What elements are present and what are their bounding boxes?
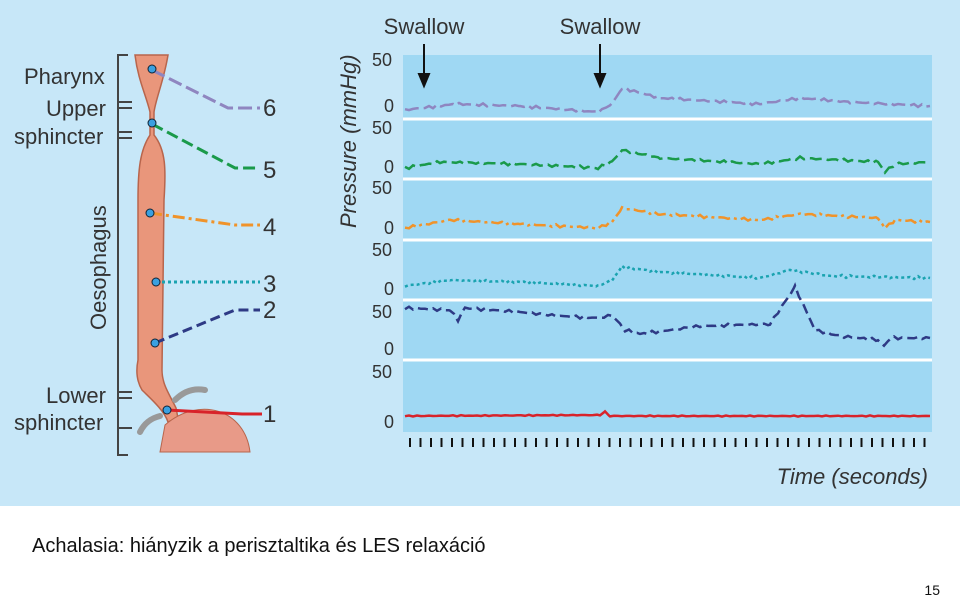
channel-number: 2 xyxy=(263,297,276,324)
trace-area xyxy=(403,55,932,432)
pressure-trace xyxy=(404,264,931,288)
pressure-trace xyxy=(404,148,931,175)
tick-label: 0 xyxy=(384,412,394,432)
channel-number: 1 xyxy=(263,401,276,428)
tick-label: 50 xyxy=(372,118,392,138)
label-upper: Upper xyxy=(46,96,106,121)
label-pharynx: Pharynx xyxy=(24,64,105,89)
pressure-trace xyxy=(404,409,931,418)
tick-label: 0 xyxy=(384,96,394,116)
swallow-label: Swallow xyxy=(384,14,465,39)
tick-label: 50 xyxy=(372,302,392,322)
label-lower: sphincter xyxy=(14,410,103,435)
tick-label: 50 xyxy=(372,50,392,70)
channel-number: 6 xyxy=(263,95,276,122)
swallow-label: Swallow xyxy=(560,14,641,39)
tick-label: 50 xyxy=(372,362,392,382)
channel-number: 4 xyxy=(263,214,276,241)
tick-label: 0 xyxy=(384,339,394,359)
pressure-trace xyxy=(404,282,931,348)
channel-number: 5 xyxy=(263,157,276,184)
tick-label: 50 xyxy=(372,178,392,198)
tick-label: 0 xyxy=(384,218,394,238)
pressure-trace xyxy=(404,86,931,115)
channel-number: 3 xyxy=(263,271,276,298)
page-number: 15 xyxy=(924,582,940,598)
label-oesophagus: Oesophagus xyxy=(86,205,111,330)
pressure-trace xyxy=(404,205,931,231)
oesophagus-drawing xyxy=(117,54,262,456)
swallow-arrows xyxy=(417,44,607,89)
tick-label: 0 xyxy=(384,157,394,177)
tick-label: 50 xyxy=(372,240,392,260)
label-upper: sphincter xyxy=(14,124,103,149)
panel-separators xyxy=(403,117,932,362)
tick-label: 0 xyxy=(384,279,394,299)
y-axis-label: Pressure (mmHg) xyxy=(336,54,361,228)
x-axis-label: Time (seconds) xyxy=(777,464,928,489)
caption: Achalasia: hiányzik a perisztaltika és L… xyxy=(32,535,486,557)
label-lower: Lower xyxy=(46,383,106,408)
